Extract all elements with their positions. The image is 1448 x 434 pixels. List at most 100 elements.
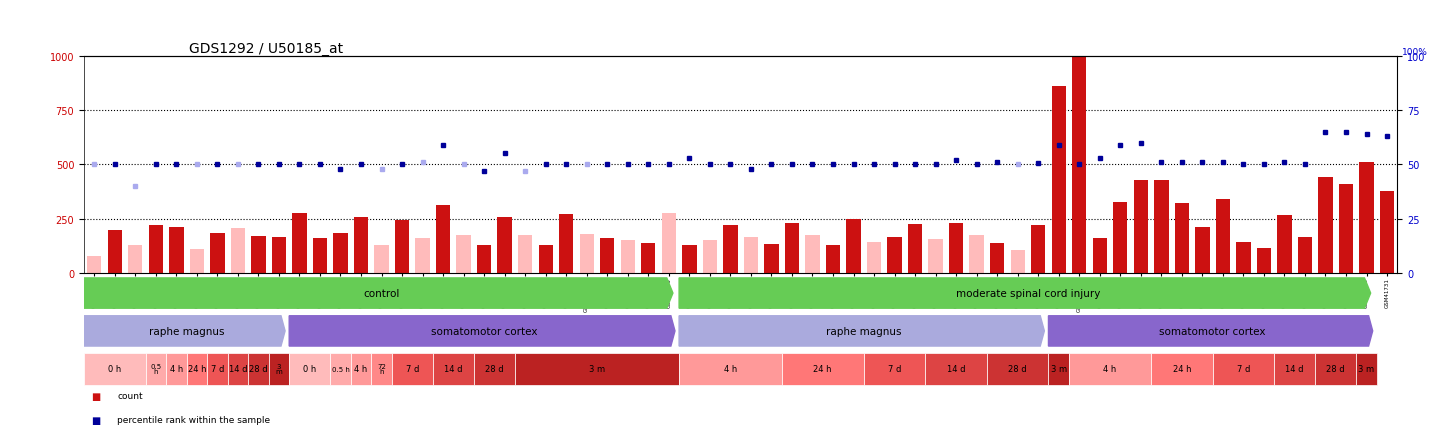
Bar bbox=[948, 224, 963, 273]
FancyArrow shape bbox=[84, 278, 673, 309]
Text: 0 h: 0 h bbox=[303, 365, 316, 373]
Bar bbox=[1093, 239, 1106, 273]
Text: 28 d: 28 d bbox=[1008, 365, 1027, 373]
Bar bbox=[1357, 353, 1377, 385]
Bar bbox=[765, 244, 779, 273]
Bar bbox=[1216, 200, 1229, 273]
Bar bbox=[1380, 192, 1394, 273]
Bar bbox=[1174, 204, 1189, 273]
Bar bbox=[925, 353, 988, 385]
Bar bbox=[990, 243, 1005, 273]
Bar bbox=[230, 229, 245, 273]
Text: 4 h: 4 h bbox=[355, 365, 368, 373]
Text: 3 m: 3 m bbox=[1051, 365, 1067, 373]
Bar bbox=[1277, 216, 1292, 273]
Bar bbox=[190, 250, 204, 273]
Bar bbox=[375, 245, 388, 273]
Bar bbox=[1315, 353, 1357, 385]
Bar bbox=[970, 235, 983, 273]
Bar bbox=[395, 220, 410, 273]
Bar bbox=[641, 243, 656, 273]
Text: ■: ■ bbox=[91, 391, 100, 401]
Bar bbox=[785, 224, 799, 273]
Text: count: count bbox=[117, 391, 143, 400]
Bar bbox=[539, 245, 553, 273]
Bar bbox=[864, 353, 925, 385]
Bar bbox=[392, 353, 433, 385]
Bar bbox=[1195, 228, 1209, 273]
Bar bbox=[782, 353, 864, 385]
Bar bbox=[1360, 163, 1374, 273]
Text: 24 h: 24 h bbox=[1173, 365, 1192, 373]
Bar bbox=[908, 225, 922, 273]
Bar bbox=[723, 226, 737, 273]
Text: 24 h: 24 h bbox=[814, 365, 833, 373]
Bar bbox=[313, 239, 327, 273]
Bar bbox=[149, 226, 164, 273]
Bar bbox=[456, 235, 471, 273]
Text: 3 m: 3 m bbox=[589, 365, 605, 373]
Bar bbox=[928, 240, 943, 273]
Bar bbox=[290, 353, 330, 385]
FancyArrow shape bbox=[679, 316, 1044, 346]
Bar bbox=[436, 205, 450, 273]
Bar bbox=[1154, 180, 1169, 273]
Bar bbox=[146, 353, 167, 385]
Bar bbox=[167, 353, 187, 385]
Text: 28 d: 28 d bbox=[485, 365, 504, 373]
Text: somatomotor cortex: somatomotor cortex bbox=[1160, 326, 1266, 336]
Bar bbox=[682, 245, 696, 273]
Bar bbox=[744, 238, 759, 273]
Text: 100%: 100% bbox=[1402, 47, 1428, 56]
Text: 3 m: 3 m bbox=[1358, 365, 1374, 373]
Bar bbox=[84, 353, 146, 385]
Text: 24 h: 24 h bbox=[188, 365, 206, 373]
Text: 14 d: 14 d bbox=[445, 365, 462, 373]
Text: 0.5 h: 0.5 h bbox=[332, 366, 349, 372]
Text: somatomotor cortex: somatomotor cortex bbox=[432, 326, 537, 336]
Text: 7 d: 7 d bbox=[1237, 365, 1250, 373]
Text: percentile rank within the sample: percentile rank within the sample bbox=[117, 415, 271, 424]
Bar bbox=[272, 238, 287, 273]
Bar bbox=[330, 353, 350, 385]
Bar bbox=[518, 235, 533, 273]
Bar bbox=[1069, 353, 1151, 385]
Bar bbox=[252, 237, 265, 273]
Bar bbox=[1151, 353, 1212, 385]
Bar bbox=[579, 234, 594, 273]
Bar bbox=[599, 239, 614, 273]
Bar bbox=[988, 353, 1048, 385]
Bar bbox=[248, 353, 269, 385]
Bar bbox=[333, 233, 348, 273]
Bar bbox=[1212, 353, 1274, 385]
Bar bbox=[87, 256, 101, 273]
Text: 0 h: 0 h bbox=[109, 365, 122, 373]
Text: 28 d: 28 d bbox=[249, 365, 268, 373]
Text: 72
h: 72 h bbox=[376, 363, 387, 375]
Bar bbox=[476, 245, 491, 273]
Bar bbox=[1237, 242, 1251, 273]
Text: 28 d: 28 d bbox=[1326, 365, 1345, 373]
Bar bbox=[416, 239, 430, 273]
Bar bbox=[473, 353, 515, 385]
Text: 7 d: 7 d bbox=[888, 365, 901, 373]
Bar bbox=[1011, 250, 1025, 273]
FancyArrow shape bbox=[679, 278, 1371, 309]
Text: 3
m: 3 m bbox=[275, 363, 282, 375]
Bar bbox=[1051, 87, 1066, 273]
Bar bbox=[371, 353, 392, 385]
Text: ■: ■ bbox=[91, 415, 100, 425]
Bar bbox=[805, 235, 820, 273]
Bar bbox=[127, 245, 142, 273]
Bar bbox=[1339, 184, 1354, 273]
Text: moderate spinal cord injury: moderate spinal cord injury bbox=[956, 289, 1100, 298]
Bar bbox=[1031, 226, 1045, 273]
Bar bbox=[888, 238, 902, 273]
FancyArrow shape bbox=[1048, 316, 1373, 346]
Bar bbox=[207, 353, 227, 385]
Text: control: control bbox=[363, 289, 400, 298]
Text: 14 d: 14 d bbox=[1286, 365, 1305, 373]
Bar bbox=[825, 245, 840, 273]
Text: 4 h: 4 h bbox=[169, 365, 182, 373]
Text: 0.5
h: 0.5 h bbox=[151, 363, 161, 375]
